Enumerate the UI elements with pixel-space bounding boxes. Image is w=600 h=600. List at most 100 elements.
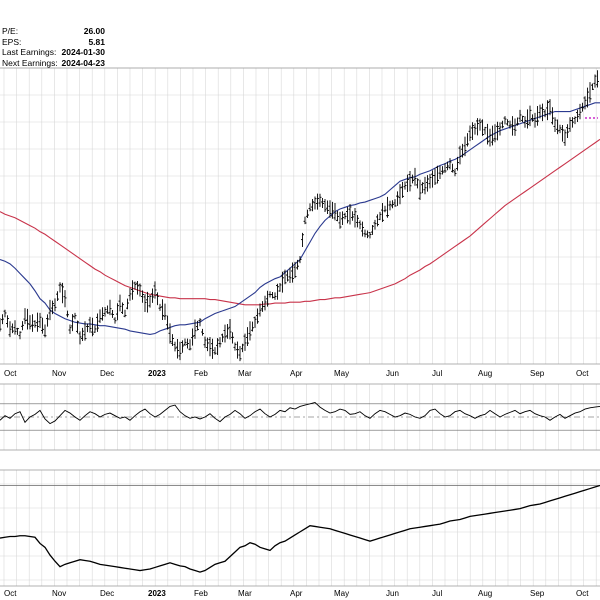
ohlc-bar [303,216,307,225]
ohlc-bar [501,120,504,129]
ohlc-bar [296,259,299,270]
ohlc-bar [103,306,107,317]
x-tick-label: Sep [530,369,545,378]
ohlc-bar [11,323,14,334]
ohlc-bar [281,271,284,293]
ohlc-bar [53,298,57,312]
ohlc-bar [528,105,532,127]
ohlc-bar [328,200,332,218]
ohlc-bar [18,331,22,340]
ohlc-bar [436,165,439,184]
ohlc-bar [23,308,27,325]
ohlc-bar [236,341,239,359]
ohlc-bar [96,313,99,332]
ohlc-bar [593,74,597,88]
ohlc-bar [571,117,574,128]
ohlc-bar [43,324,47,338]
ohlc-bar [566,124,569,138]
ohlc-bar [518,109,522,122]
ohlc-bar [378,211,382,221]
ohlc-bar [408,170,412,192]
ohlc-bar [516,117,519,126]
ohlc-bar [206,337,209,352]
ohlc-bar [423,176,427,195]
ohlc-bar [258,303,262,317]
ohlc-bar [433,168,437,185]
ohlc-bar [383,205,387,213]
ohlc-bar [471,122,474,141]
ohlc-bar [358,220,362,230]
ohlc-bar [153,281,157,299]
eps-value: 5.81 [88,36,105,47]
ohlc-bar [168,323,172,344]
ohlc-bar [113,317,117,324]
ohlc-bar [548,99,552,116]
ohlc-bar [201,328,204,336]
ohlc-bar [171,334,174,347]
ohlc-bar [136,281,139,295]
ohlc-bar [531,114,534,122]
ohlc-bar [396,191,399,206]
ohlc-bar [166,315,169,330]
ohlc-bar [221,333,224,343]
x-tick-label: Jul [432,589,442,598]
ohlc-bar [278,283,282,292]
ohlc-bar [506,119,509,126]
ohlc-bar [431,170,434,188]
ohlc-bar [151,288,154,303]
ohlc-bar [241,343,244,353]
ohlc-bar [301,232,304,247]
x-axis-ticks: Oct Nov Dec 2023 Feb Mar Apr May Jun Jul Aug Sep Oct… [4,369,589,598]
eps-label: EPS: [2,36,22,47]
ohlc-bar [488,128,492,147]
x-tick-label: Jun [386,589,399,598]
ohlc-bar [476,118,479,136]
ohlc-bar [38,312,42,329]
ohlc-bar [451,163,454,173]
ohlc-bar [376,214,379,227]
ohlc-bar [16,327,19,335]
ohlc-bar [48,299,52,321]
ohlc-bar [198,318,202,327]
ohlc-bar [448,158,452,170]
ohlc-bar [228,319,232,340]
ohlc-bar [196,320,199,331]
ohlc-bar [13,320,17,335]
ohlc-bar [443,163,447,174]
ohlc-bar [453,168,457,177]
x-tick-label: Nov [52,589,66,598]
ohlc-bar [381,203,384,223]
oscillator-line [0,401,600,425]
ohlc-bar [426,175,429,192]
ohlc-bar [348,204,352,225]
ohlc-bar [246,327,249,347]
ohlc-bar [56,291,59,301]
ohlc-bar [161,299,164,320]
ohlc-bar [156,292,159,306]
x-tick-label: Mar [238,589,252,598]
ohlc-bar [428,173,432,189]
oscillator-panel [0,401,600,431]
x-tick-label: Jun [386,369,399,378]
ohlc-bar [581,102,584,112]
ohlc-bar [118,294,122,312]
ohlc-bar [66,310,69,318]
x-tick-label: Dec [100,589,114,598]
ohlc-bar [546,100,549,121]
ohlc-bar [331,201,334,219]
fundamentals-box: P/E: 26.00 EPS: 5.81 Last Earnings: 2024… [2,26,105,68]
ohlc-bar [461,143,464,158]
ohlc-bar [511,116,514,136]
ohlc-bar [3,309,7,318]
ohlc-bar [63,290,67,308]
ohlc-bar [468,125,472,142]
ohlc-bar [591,83,594,90]
ohlc-bar [513,118,517,136]
ohlc-bar [283,269,287,285]
ohlc-bar [231,332,234,344]
x-tick-label: Sep [530,589,545,598]
ohlc-bar [526,109,529,129]
ohlc-bar [588,82,592,103]
ohlc-bar [543,109,547,118]
